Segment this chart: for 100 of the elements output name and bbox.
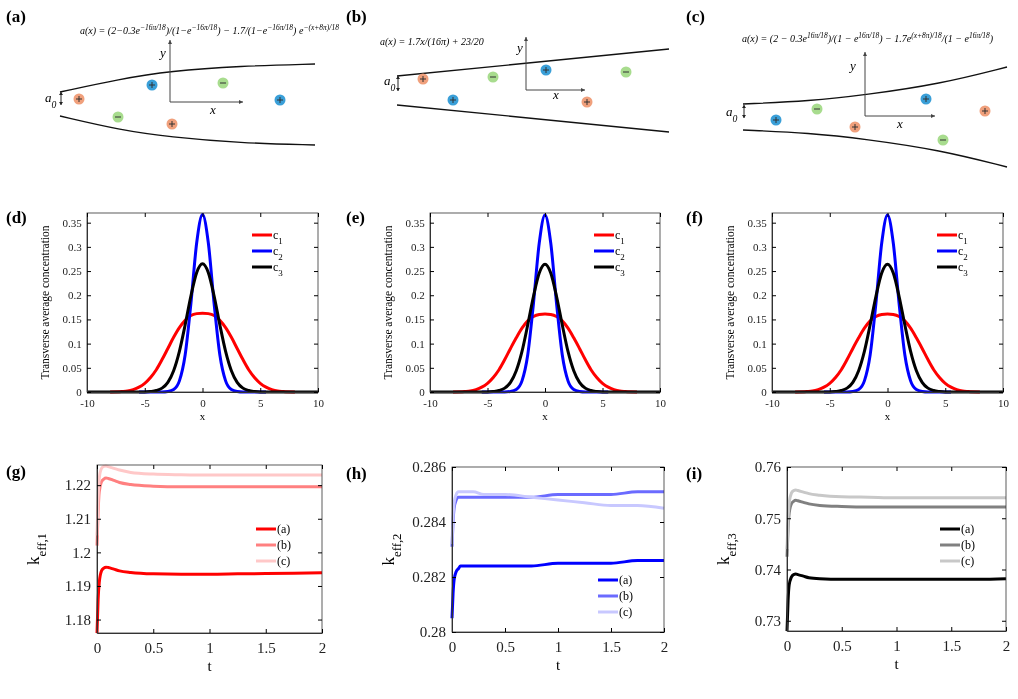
x-tick-label: 1 [554, 638, 563, 655]
y-tick-label: 0.74 [754, 561, 782, 578]
text: x [896, 116, 903, 131]
x-tick-label: -10 [423, 397, 439, 410]
y-tick-label: 1.2 [72, 544, 91, 561]
y-tick-label: 0 [76, 386, 83, 399]
x-tick-label: 10 [998, 397, 1010, 410]
y-tick-label: 0.05 [405, 361, 426, 374]
chart-title: (f) [686, 208, 703, 227]
legend-label: (b) [619, 589, 633, 603]
y-tick-label: 0.05 [62, 361, 83, 374]
legend-label: (c) [961, 554, 975, 568]
y-tick-label: 0.15 [405, 313, 426, 326]
y-tick-label: 0.286 [412, 459, 447, 476]
y-tick-label: 0.15 [62, 313, 83, 326]
x-tick-label: 2 [318, 639, 327, 656]
text: (a) [6, 7, 26, 26]
text: a$_{0}$ [45, 90, 57, 110]
x-axis-title: t [894, 656, 900, 672]
y-tick-label: 0.25 [405, 265, 426, 278]
legend-label: c$_{1}$ [273, 228, 283, 246]
legend-label: (a) [619, 573, 633, 587]
x-tick-label: 5 [943, 397, 949, 410]
y-tick-label: 0.76 [754, 459, 782, 476]
y-tick-label: 1.22 [64, 477, 91, 494]
chart-title: (i) [686, 464, 703, 483]
line-series [108, 311, 297, 394]
legend-label: (a) [277, 522, 291, 536]
x-tick-label: 1.5 [942, 637, 962, 654]
y-tick-label: 0.1 [411, 337, 425, 350]
y-tick-label: 0.284 [412, 514, 447, 531]
text: y [515, 40, 523, 55]
legend-label: (b) [277, 538, 291, 552]
legend-label: c$_{3}$ [615, 260, 626, 278]
text: x [552, 87, 559, 102]
x-tick-label: 0 [93, 639, 102, 656]
text: x [209, 102, 216, 117]
y-tick-label: 0.1 [68, 337, 82, 350]
text: a$_{0}$ [384, 73, 396, 93]
chart-title: (h) [346, 464, 367, 483]
x-tick-label: 0.5 [144, 639, 164, 656]
x-tick-label: 5 [600, 397, 607, 410]
legend-label: (b) [961, 538, 975, 552]
y-axis-title: Transverse average concentration [39, 225, 52, 380]
y-tick-label: 0.35 [747, 216, 768, 229]
legend-label: c$_{3}$ [958, 260, 969, 278]
y-tick-label: 0.2 [753, 289, 767, 302]
y-tick-label: 0.25 [747, 265, 768, 278]
y-tick-label: 0 [761, 386, 768, 399]
x-tick-label: 0 [885, 397, 892, 410]
x-axis-title: x [542, 410, 549, 422]
text: (c) [686, 7, 705, 26]
legend-label: (a) [961, 522, 975, 536]
y-tick-label: 1.18 [64, 611, 91, 628]
y-tick-label: 0.3 [753, 240, 768, 253]
legend-label: c$_{1}$ [958, 228, 968, 246]
x-tick-label: 1.5 [256, 639, 276, 656]
y-tick-label: 0.2 [68, 289, 82, 302]
y-tick-label: 0.2 [411, 289, 425, 302]
line-series [95, 464, 324, 538]
x-tick-label: 0 [200, 397, 207, 410]
y-tick-label: 0 [419, 386, 426, 399]
y-tick-label: 0.15 [747, 313, 768, 326]
text: a(x) = (2−0.3e$^{−16π/18}$)/(1−e$^{−16π/18}$) − 1.7/(1−e$^{−16π/18}$) e$^{−(x+8π)/18}$ [80, 22, 340, 37]
legend-label: c$_{2}$ [958, 244, 968, 262]
x-tick-label: 10 [313, 397, 325, 410]
x-tick-label: 5 [258, 397, 264, 410]
x-tick-label: -5 [825, 397, 836, 410]
x-tick-label: 0.5 [496, 638, 515, 655]
x-tick-label: 1 [206, 639, 214, 656]
x-tick-label: 2 [660, 638, 669, 655]
x-axis-title: t [207, 658, 213, 674]
y-tick-label: 0.35 [405, 216, 426, 229]
y-tick-label: 0.3 [411, 240, 426, 253]
text: (b) [346, 7, 367, 26]
line-series [451, 312, 639, 394]
chart-title: (g) [6, 462, 26, 481]
chart-title: (d) [6, 208, 27, 227]
x-tick-label: 10 [655, 397, 667, 410]
y-tick-label: 0.28 [419, 624, 446, 641]
chart-title: (e) [346, 208, 365, 227]
x-axis-title: x [884, 410, 891, 422]
y-tick-label: 0.75 [754, 510, 781, 527]
x-tick-label: -5 [140, 397, 151, 410]
y-tick-label: 0.1 [753, 337, 767, 350]
line-series [793, 312, 982, 394]
text: a$_{0}$ [726, 104, 738, 124]
legend-label: (c) [619, 605, 633, 619]
line-series [785, 488, 1008, 551]
legend-label: c$_{2}$ [273, 244, 283, 262]
x-axis-title: t [555, 657, 561, 673]
x-tick-label: 1.5 [602, 638, 621, 655]
x-tick-label: 0.5 [832, 637, 852, 654]
y-tick-label: 1.19 [64, 578, 91, 595]
y-tick-label: 0.73 [754, 613, 781, 630]
y-tick-label: 1.21 [64, 511, 91, 528]
x-axis-title: x [199, 410, 206, 422]
y-tick-label: 0.282 [412, 569, 446, 586]
y-axis-title: Transverse average concentration [382, 225, 395, 380]
x-tick-label: -10 [80, 397, 96, 410]
